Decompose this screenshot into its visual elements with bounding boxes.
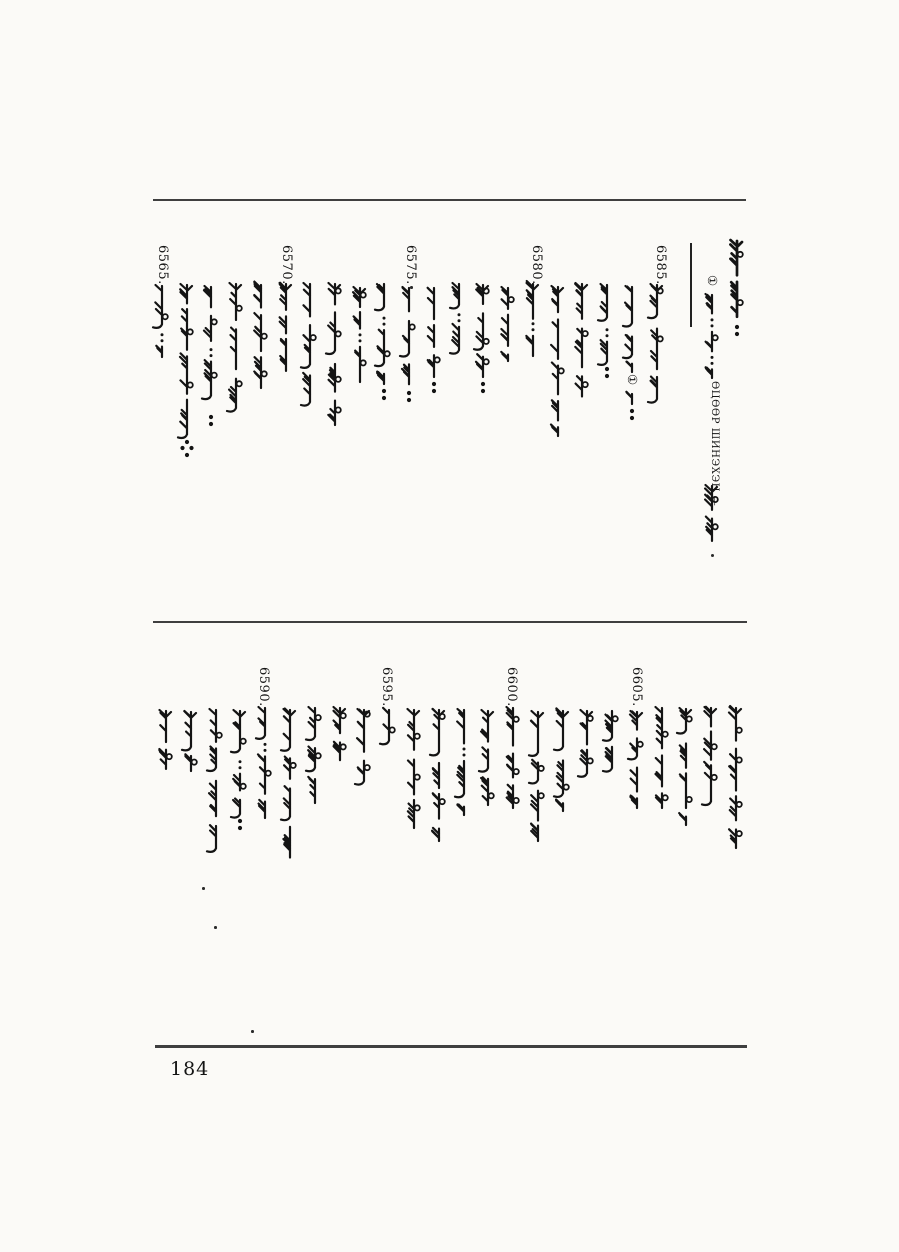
mongolian-text-column <box>205 707 223 853</box>
mongolian-text-column <box>500 285 515 363</box>
mongolian-text-column <box>229 708 247 831</box>
mongolian-text-column <box>596 282 610 379</box>
mongolian-text-column <box>626 709 644 810</box>
mongolian-text-column <box>472 282 490 394</box>
mongolian-text-column <box>200 284 218 427</box>
mongolian-text-column <box>621 284 635 421</box>
mongolian-text-column <box>398 285 416 403</box>
mongolian-text-column <box>353 707 371 786</box>
mongolian-text-column <box>299 281 317 407</box>
paper-speckle <box>410 286 413 289</box>
mongolian-text-column <box>729 238 744 337</box>
mongolian-text-column <box>576 708 594 778</box>
mongolian-text-column <box>574 281 589 398</box>
mongolian-text-column <box>352 285 367 384</box>
paper-speckle <box>214 926 217 929</box>
mongolian-text-column <box>279 707 297 859</box>
mongolian-text-column <box>601 709 619 773</box>
paper-speckle <box>202 887 205 890</box>
text-frame-rule-top <box>153 199 746 201</box>
mongolian-text-column <box>527 709 545 843</box>
mongolian-text-column <box>549 284 565 438</box>
mongolian-text-column <box>700 705 718 807</box>
mongolian-text-column <box>428 707 446 843</box>
mongolian-text-column <box>505 705 520 810</box>
mongolian-text-column <box>151 283 169 359</box>
footnote-separator-rule <box>690 243 692 327</box>
mongolian-text-column <box>704 483 719 542</box>
mongolian-text-column <box>278 281 293 372</box>
mongolian-text-column <box>225 281 243 413</box>
page-number: 184 <box>170 1058 210 1080</box>
mongolian-text-column <box>426 286 441 394</box>
mongolian-text-column <box>448 281 461 355</box>
mongolian-text-column <box>304 705 322 805</box>
mongolian-text-column <box>176 282 194 458</box>
mongolian-text-column <box>646 282 664 404</box>
mongolian-text-column <box>675 706 693 827</box>
mongolian-text-column <box>406 707 421 830</box>
mongolian-text-column <box>727 704 743 850</box>
mongolian-text-column <box>378 706 396 746</box>
mongolian-text-column <box>324 281 342 427</box>
mongolian-text-column <box>373 282 391 401</box>
mongolian-text-column <box>332 705 347 762</box>
mongolian-text-column <box>254 705 272 820</box>
mongolian-text-column <box>525 279 540 358</box>
mongolian-text-column <box>654 705 669 810</box>
mongolian-text-column <box>704 292 719 380</box>
mongolian-text-column <box>253 280 268 390</box>
mongolian-text-column <box>158 708 173 771</box>
footnote-end-dot <box>711 554 714 557</box>
mongolian-text-column <box>552 707 570 813</box>
mongolian-text-column <box>180 709 198 773</box>
paper-speckle <box>251 1030 254 1033</box>
mongolian-text-column <box>477 708 495 807</box>
text-frame-rule-bottom <box>155 1045 747 1048</box>
mongolian-text-column <box>453 707 466 817</box>
text-frame-rule-middle <box>153 621 747 623</box>
